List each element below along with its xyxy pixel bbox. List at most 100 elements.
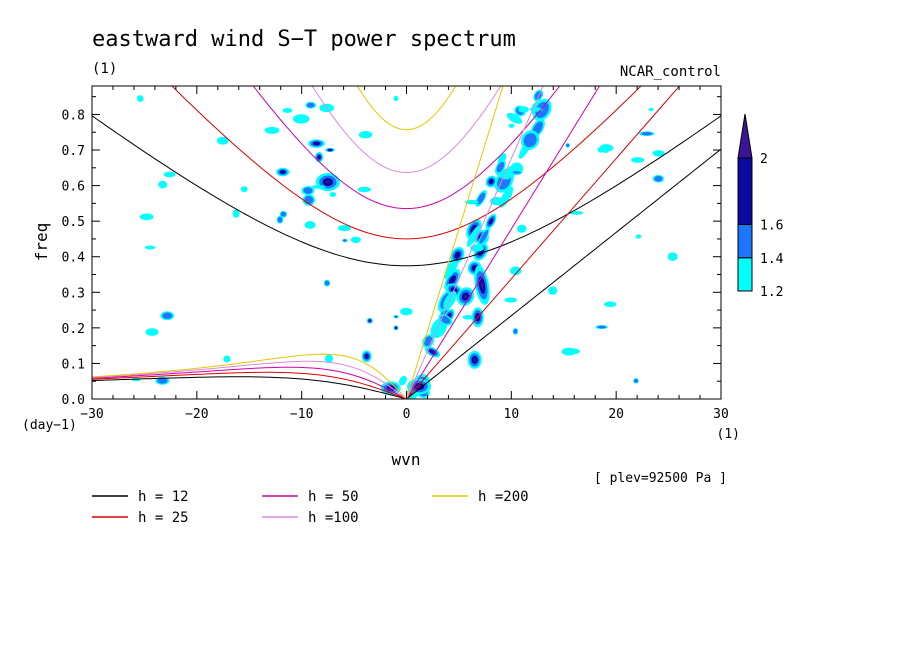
power-patch [633, 378, 638, 383]
power-patch [393, 95, 399, 102]
power-patch [304, 221, 316, 229]
inertia-gravity-curve [252, 86, 561, 210]
kelvin-curve [406, 86, 681, 399]
power-patch [488, 218, 494, 225]
chart-subtitle-left: (1) [92, 61, 117, 77]
power-patch [597, 325, 607, 329]
power-patch [488, 178, 494, 185]
kelvin-curve [406, 86, 504, 399]
power-patch [566, 143, 570, 147]
power-patch [280, 211, 287, 217]
power-patch [324, 280, 330, 286]
power-patch [667, 252, 678, 261]
power-patch [473, 358, 476, 362]
inertia-gravity-curve [92, 115, 721, 267]
power-patch [312, 141, 321, 146]
y-tick-label: 0.6 [62, 180, 85, 195]
x-tick-label: 10 [504, 407, 520, 422]
axis-ticks [91, 86, 722, 400]
power-shading [131, 89, 678, 399]
x-tick-label: 0 [403, 407, 411, 422]
power-patch [512, 171, 521, 174]
power-patch [282, 107, 293, 113]
x-axis-label: wvn [392, 450, 421, 469]
colorbar-extension [737, 113, 753, 159]
power-patch [604, 301, 617, 308]
x-tick-label: −20 [185, 407, 208, 422]
y-tick-label: 0.0 [62, 393, 85, 408]
power-patch [518, 106, 529, 113]
power-patch [327, 148, 333, 152]
colorbar-segment [737, 257, 753, 292]
power-patch [394, 315, 398, 318]
kelvin-curve [406, 148, 721, 399]
x-tick-label: −30 [80, 407, 103, 422]
colorbar-label: 2 [760, 152, 768, 167]
y-tick-label: 0.8 [62, 108, 85, 123]
rossby-curve [92, 376, 407, 399]
power-patch [317, 154, 321, 160]
power-patch [479, 230, 489, 244]
power-patch [337, 225, 351, 232]
legend-label: h = 50 [308, 489, 359, 505]
colorbar: 1.2 1.4 1.6 2 [737, 113, 784, 300]
power-patch [631, 157, 645, 163]
chart-title: eastward wind S−T power spectrum [92, 27, 516, 52]
x-tick-label: 20 [608, 407, 624, 422]
rossby-curve [92, 371, 407, 399]
inertia-gravity-curve [171, 86, 642, 240]
rossby-curve [92, 366, 407, 399]
power-patch [448, 275, 456, 285]
legend-label: h =100 [308, 510, 359, 526]
y-tick-label: 0.2 [62, 322, 85, 337]
power-patch [523, 133, 537, 148]
y-tick-label: 0.3 [62, 286, 85, 301]
y-tick-label: 0.5 [62, 215, 85, 230]
chart-subtitle-right: NCAR_control [620, 64, 721, 80]
legend-label: h = 25 [138, 510, 189, 526]
colorbar-label: 1.4 [760, 252, 784, 267]
y-unit-label: (day−1) [22, 418, 77, 433]
power-patch [654, 175, 663, 182]
power-patch [400, 307, 413, 316]
x-tick-labels: −30 −20 −10 0 10 20 30 [80, 407, 729, 422]
power-patch [365, 355, 368, 358]
power-patch [303, 187, 313, 194]
power-patch [648, 107, 654, 112]
dispersion-curves [92, 86, 721, 399]
y-tick-labels: 0.0 0.1 0.2 0.3 0.4 0.5 0.6 0.7 0.8 [62, 108, 86, 408]
power-patch [292, 114, 310, 124]
power-patch [440, 315, 451, 324]
power-patch [350, 236, 361, 244]
power-patch [602, 146, 609, 153]
power-patch [357, 186, 371, 193]
power-patch [310, 185, 326, 189]
power-patch [325, 180, 330, 184]
power-patch [476, 192, 486, 205]
power-patch [358, 131, 373, 139]
power-patch [431, 350, 434, 354]
power-patch [480, 282, 484, 289]
power-patch [548, 286, 558, 295]
power-patch [464, 295, 467, 299]
power-patch [399, 375, 407, 386]
power-patch [223, 355, 231, 363]
kelvin-curve [406, 86, 544, 399]
power-patch [517, 224, 527, 233]
power-patch [641, 132, 653, 136]
power-patch [565, 348, 581, 355]
power-patch [157, 377, 168, 384]
power-patch [496, 161, 505, 173]
power-patch [368, 319, 372, 322]
power-patch [466, 225, 481, 247]
power-patch [508, 123, 515, 128]
y-tick-label: 0.7 [62, 144, 85, 159]
power-patch [329, 192, 337, 197]
power-patch [163, 171, 176, 178]
plot-frame [91, 85, 722, 400]
legend: h = 12 h = 25 h = 50 h =100 h =200 [92, 489, 529, 526]
y-axis-label: freq [32, 223, 51, 262]
power-patch [510, 266, 522, 276]
colorbar-segment [737, 224, 753, 259]
power-patch [504, 297, 518, 303]
